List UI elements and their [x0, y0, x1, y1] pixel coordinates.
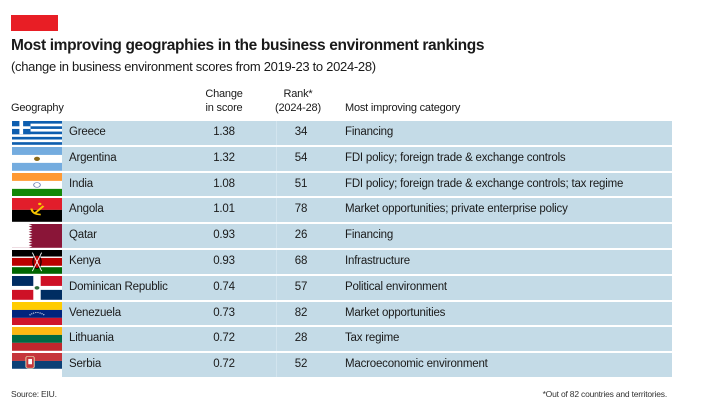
cell-geography: Angola	[69, 203, 104, 216]
cell-geography: Venezuela	[69, 306, 121, 319]
table-row: Serbia 0.72 52 Macroeconomic environment	[12, 353, 672, 377]
cell-change: 1.08	[213, 177, 235, 190]
table-row: Argentina 1.32 54 FDI policy; foreign tr…	[12, 146, 672, 171]
cell-change: 1.38	[213, 126, 235, 138]
cell-rank: 78	[294, 203, 308, 216]
table-row: India 1.08 51 FDI policy; foreign trade …	[12, 172, 672, 197]
serbia-flag-icon	[12, 353, 62, 377]
cell-change: 0.93	[213, 254, 235, 267]
venezuela-flag-icon	[12, 301, 62, 326]
column-divider	[276, 146, 277, 171]
column-divider	[276, 327, 277, 352]
argentina-flag-icon	[12, 146, 62, 171]
cell-category: FDI policy; foreign trade & exchange con…	[345, 151, 566, 164]
table-row: Kenya 0.93 68 Infrastructure	[12, 249, 672, 274]
column-divider	[276, 301, 277, 326]
cell-change: 0.73	[213, 306, 235, 319]
table-row: Venezuela 0.73 82 Market opportunities	[12, 301, 672, 326]
cell-category: Financing	[345, 229, 394, 242]
data-table: Greece 1.38 34 Financing Argentina 1.32 …	[12, 121, 672, 379]
cell-change: 0.72	[213, 358, 235, 371]
chart-subtitle: (change in business environment scores f…	[11, 59, 376, 74]
cell-category: Macroeconomic environment	[345, 358, 488, 371]
column-header-rank: Rank* (2024-28)	[270, 87, 326, 115]
cell-geography: Serbia	[69, 358, 102, 371]
column-header-change: Change in score	[199, 87, 249, 115]
column-divider	[276, 275, 277, 300]
cell-geography: Kenya	[69, 254, 101, 267]
table-row: Greece 1.38 34 Financing	[12, 121, 672, 145]
column-divider	[276, 121, 277, 145]
cell-rank: 51	[294, 177, 308, 190]
lithuania-flag-icon	[12, 327, 62, 352]
cell-change: 1.01	[213, 203, 235, 216]
cell-rank: 57	[294, 280, 308, 293]
column-divider	[276, 224, 277, 248]
cell-geography: Lithuania	[69, 332, 114, 345]
source-note: Source: EIU.	[11, 389, 57, 399]
cell-geography: Qatar	[69, 229, 97, 242]
column-header-change-line2: in score	[205, 102, 243, 114]
column-header-change-line1: Change	[205, 88, 243, 100]
cell-change: 0.93	[213, 229, 235, 242]
cell-category: FDI policy; foreign trade & exchange con…	[345, 177, 624, 190]
india-flag-icon	[12, 172, 62, 197]
table-row: Dominican Republic 0.74 57 Political env…	[12, 275, 672, 300]
cell-category: Infrastructure	[345, 254, 410, 267]
column-divider	[276, 198, 277, 223]
column-header-category: Most improving category	[345, 102, 461, 114]
cell-category: Financing	[345, 126, 394, 138]
cell-category: Tax regime	[345, 332, 400, 345]
column-divider	[276, 249, 277, 274]
table-row: Lithuania 0.72 28 Tax regime	[12, 327, 672, 352]
cell-category: Market opportunities	[345, 306, 446, 319]
cell-category: Political environment	[345, 280, 447, 293]
cell-rank: 82	[294, 306, 308, 319]
dominican-republic-flag-icon	[12, 275, 62, 300]
column-divider	[276, 172, 277, 197]
cell-rank: 54	[294, 151, 308, 164]
cell-change: 0.72	[213, 332, 235, 345]
cell-rank: 68	[294, 254, 308, 267]
cell-rank: 34	[294, 126, 308, 138]
greece-flag-icon	[12, 121, 62, 145]
cell-rank: 52	[294, 358, 308, 371]
table-row: Angola 1.01 78 Market opportunities; pri…	[12, 198, 672, 223]
cell-rank: 26	[294, 229, 308, 242]
cell-change: 1.32	[213, 151, 235, 164]
cell-rank: 28	[294, 332, 308, 345]
qatar-flag-icon	[12, 224, 62, 248]
cell-category: Market opportunities; private enterprise…	[345, 203, 568, 216]
column-header-rank-line2: (2024-28)	[275, 102, 321, 114]
cell-geography: Greece	[69, 126, 106, 138]
kenya-flag-icon	[12, 249, 62, 274]
cell-geography: India	[69, 177, 93, 190]
angola-flag-icon	[12, 198, 62, 223]
column-header-rank-line1: Rank*	[283, 88, 313, 100]
cell-geography: Argentina	[69, 151, 117, 164]
chart-title: Most improving geographies in the busine…	[11, 37, 485, 54]
column-header-geography: Geography	[11, 102, 64, 114]
accent-bar	[11, 15, 58, 31]
table-row: Qatar 0.93 26 Financing	[12, 224, 672, 248]
footnote: *Out of 82 countries and territories.	[542, 389, 668, 399]
column-divider	[276, 353, 277, 377]
cell-change: 0.74	[213, 280, 235, 293]
cell-geography: Dominican Republic	[69, 280, 168, 293]
